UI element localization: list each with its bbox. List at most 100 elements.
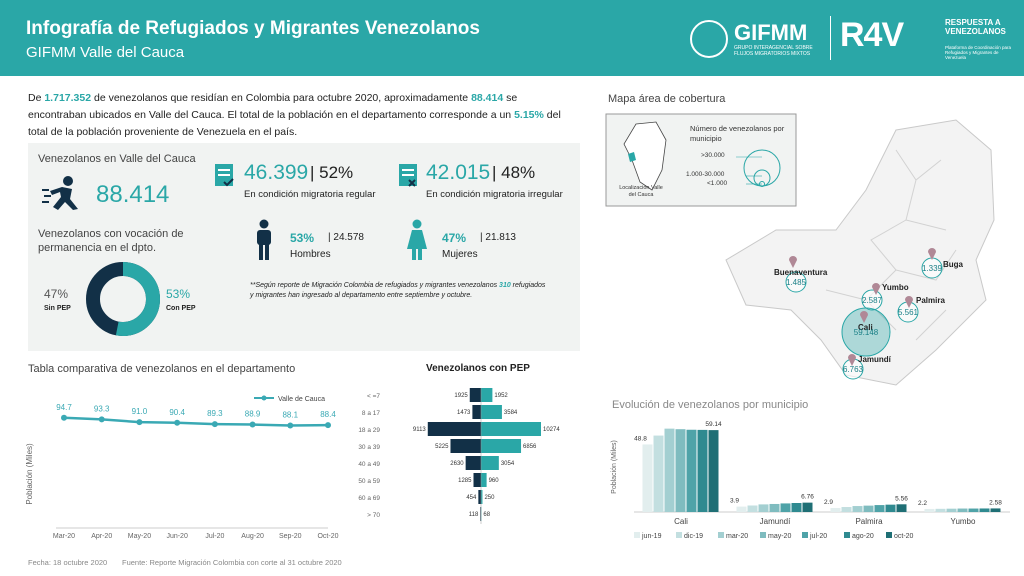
bar-data-label: 3.9 [730,498,739,505]
map-pin-icon[interactable] [928,248,936,260]
evolution-bar [769,503,780,512]
category-label: Palmira [855,517,883,526]
pep-value-right: 10274 [543,427,560,433]
city-value: 5.561 [898,308,919,317]
line-data-label: 88.4 [320,410,336,419]
permanence-label: Venezolanos con vocación de permanencia … [38,228,184,254]
city-value: 59.148 [854,328,879,337]
pep-chart-title: Venezolanos con PEP [426,363,530,374]
legend-swatch [802,532,808,538]
line-point [211,421,218,428]
pep-bar-right [481,405,502,419]
pep-value-right: 6856 [523,444,537,450]
colombia-inset-map [623,121,667,191]
valle-total: 88.414 [471,92,504,104]
map-pin-icon[interactable] [789,256,797,268]
age-group-label: < =7 [367,393,380,400]
sin-pep-label: Sin PEP [44,305,71,312]
evolution-bar [736,506,747,512]
legend-label: jun-19 [641,533,662,540]
page-title: Infografía de Refugiados y Migrantes Ven… [26,18,480,39]
line-point [249,421,256,428]
city-bubble [841,307,891,357]
line-data-label: 91.0 [132,407,148,416]
bar-data-label: 2.9 [824,499,833,506]
y-axis-label: Población (Miles) [25,443,34,505]
x-tick-label: Sep-20 [279,533,302,540]
pep-value-right: 3584 [504,410,518,416]
evolution-bar [924,508,935,512]
evolution-bar [747,505,758,512]
line-data-label: 88.9 [245,410,261,419]
evolution-bar [664,428,675,512]
man-icon [257,219,271,260]
irregular-number: 42.015 [426,161,491,184]
logo-divider [830,16,831,60]
evolution-bar [802,502,813,512]
irregular-pct: | 48% [492,163,536,182]
line-data-label: 88.1 [282,410,298,419]
men-label: Hombres [290,249,331,260]
bar-data-label: 5.56 [895,495,908,502]
map-pin-icon[interactable] [905,296,913,308]
pep-bar-right [481,490,483,504]
pep-value-right: 250 [484,495,495,501]
legend-swatch [844,532,850,538]
evolution-bar [642,444,653,512]
colombia-total: 1.717.352 [44,92,92,104]
line-point [174,419,181,426]
city-value: 6.763 [843,365,864,374]
city-name: Buga [943,260,964,269]
city-name: Cali [858,323,873,332]
gifmm-logo: GIFMM GRUPO INTERAGENCIAL SOBRE FLUJOS M… [690,18,820,60]
city-bubble [785,271,807,293]
map-pin-icon[interactable] [848,354,856,366]
pep-bar-right [481,473,487,487]
document-check-icon [215,164,234,187]
pep-bar-right [481,422,541,436]
line-data-label: 89.3 [207,409,223,418]
x-tick-label: Apr-20 [91,533,112,540]
pep-bar-left [480,507,481,521]
evolution-bar [653,435,664,512]
category-label: Jamundí [760,517,791,526]
city-value: 1.339 [922,264,943,273]
age-group-label: 50 a 59 [358,478,380,485]
pep-value-left: 1473 [457,410,471,416]
migration-note: **Según reporte de Migración Colombia de… [250,281,550,301]
map-pin-icon[interactable] [860,311,868,323]
x-tick-label: Jun-20 [166,533,188,540]
con-pep-label: Con PEP [166,305,196,312]
evolution-chart-title: Evolución de venezolanos por municipio [612,399,809,411]
y-axis-label: Población (Miles) [611,440,618,494]
intro-text: del total de la población proveniente de… [28,109,561,138]
map-title: Mapa área de cobertura [608,93,726,105]
evolution-bar [968,508,979,512]
evolution-bar [957,508,968,512]
pep-bar-left [465,456,481,470]
age-group-label: 60 a 69 [358,495,380,502]
x-tick-label: May-20 [128,533,151,540]
pep-value-left: 118 [469,512,479,518]
x-tick-label: Mar-20 [53,533,75,540]
intro-text: de venezolanos que residían en Colombia … [91,92,472,104]
pep-bar-right [481,388,493,402]
gifmm-name: GIFMM [734,20,808,45]
evolution-bar [697,429,708,512]
legend-label: Valle de Cauca [278,396,325,403]
map-legend-title: Número de venezolanos por municipio [690,124,785,143]
legend-label: may-20 [768,533,791,540]
legend-item-small: <1.000 [707,180,728,187]
legend-label: jul-20 [809,533,827,540]
category-label: Cali [674,517,688,526]
globe-icon [690,20,728,58]
legend-marker [261,395,267,401]
evolution-bar [885,504,896,512]
map-pin-icon[interactable] [872,283,880,295]
evolution-bar [990,508,1001,512]
bar-data-label: 59.14 [705,421,722,428]
pep-value-left: 1925 [454,393,468,399]
evolution-bar [979,508,990,512]
con-pep-pct: 53% [166,287,191,301]
